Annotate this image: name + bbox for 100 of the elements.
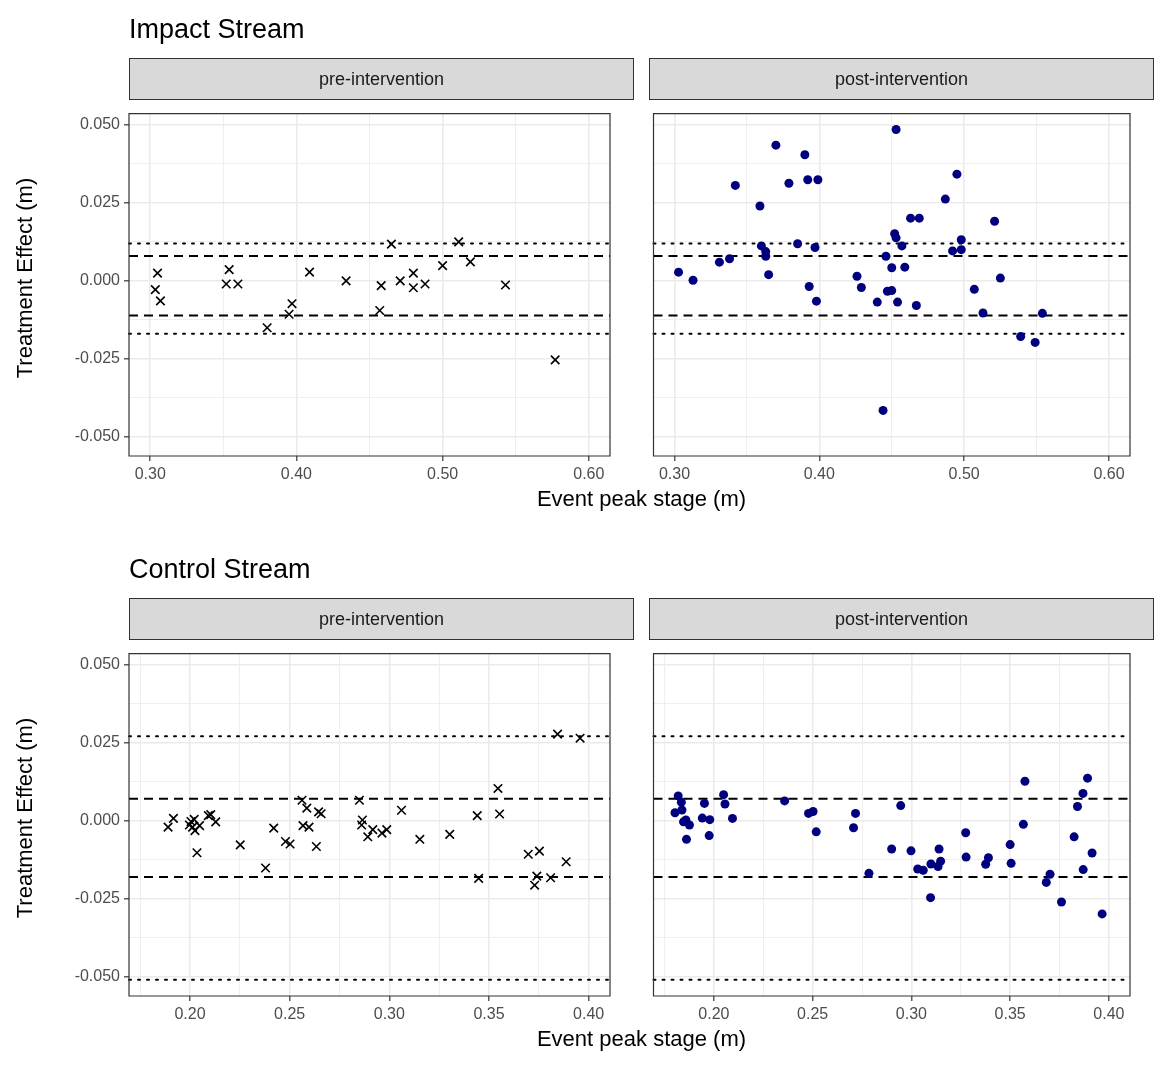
chart-subtitle: post-intervention [649, 598, 1154, 640]
point [191, 847, 203, 858]
point [764, 270, 774, 280]
point [676, 797, 686, 807]
x-tick-label: 0.40 [1093, 1005, 1125, 1023]
point [983, 853, 993, 863]
point [367, 824, 378, 835]
point [893, 297, 903, 307]
point [730, 180, 740, 190]
x-tick-label: 0.50 [427, 465, 459, 483]
point [224, 264, 235, 275]
point [813, 175, 823, 185]
point [150, 284, 161, 295]
point [408, 268, 419, 279]
point [956, 235, 966, 245]
point [414, 834, 425, 845]
x-tick-label: 0.20 [698, 1005, 730, 1023]
x-tick-label: 0.40 [803, 465, 836, 483]
point [303, 822, 315, 833]
y-tick-label: -0.050 [74, 967, 121, 985]
point [301, 803, 312, 814]
x-tick-label: 0.25 [274, 1005, 306, 1023]
point [285, 838, 296, 850]
point [357, 814, 368, 826]
point [780, 796, 790, 806]
point [887, 844, 897, 854]
point [720, 799, 730, 809]
point [444, 829, 455, 840]
point [268, 823, 279, 834]
point [940, 194, 950, 204]
point [523, 849, 534, 860]
point [396, 805, 407, 816]
point [961, 828, 971, 838]
point [1072, 802, 1082, 812]
point [681, 834, 691, 844]
point [1020, 776, 1030, 786]
point [194, 820, 205, 831]
point [545, 872, 556, 883]
point [934, 844, 944, 854]
point [408, 282, 419, 293]
y-tick-label: -0.025 [74, 349, 121, 367]
point [1037, 308, 1047, 318]
x-tick-label: 0.35 [994, 1005, 1026, 1023]
y-tick-label: 0.025 [79, 733, 121, 751]
point [453, 236, 464, 247]
point [1078, 865, 1088, 875]
point [926, 893, 936, 903]
point [674, 267, 684, 277]
point [926, 859, 936, 869]
point [1006, 858, 1016, 868]
y-tick-label: -0.050 [74, 427, 121, 445]
point [969, 284, 979, 294]
point [1083, 773, 1093, 783]
point [304, 267, 315, 278]
point [235, 839, 246, 850]
point [561, 856, 572, 867]
y-tick-label: 0.050 [79, 655, 121, 673]
point [793, 239, 803, 249]
point [856, 282, 866, 292]
point [914, 213, 924, 223]
point [677, 805, 687, 815]
point [906, 846, 916, 856]
point [990, 216, 1000, 226]
point [800, 150, 810, 160]
point [472, 810, 483, 821]
x-tick-label: 0.20 [174, 1005, 206, 1023]
point [981, 859, 991, 869]
x-tick-label: 0.60 [573, 465, 605, 483]
point [420, 278, 431, 290]
point [911, 301, 921, 311]
point [699, 798, 709, 808]
point [849, 823, 859, 833]
point [755, 201, 765, 211]
chart-title: Control Stream [129, 554, 311, 585]
point [872, 297, 882, 307]
point [864, 868, 874, 878]
point [878, 405, 888, 415]
point [1078, 788, 1088, 798]
x-tick-label: 0.30 [895, 1005, 928, 1023]
point [280, 836, 291, 847]
point [1016, 331, 1026, 341]
point [811, 296, 821, 306]
y-tick-label: 0.025 [79, 193, 121, 211]
point [210, 816, 221, 827]
x-tick-label: 0.30 [134, 465, 166, 483]
x-tick-label: 0.60 [1093, 465, 1125, 483]
point [995, 273, 1005, 283]
point [163, 822, 174, 833]
point [906, 213, 916, 223]
point [437, 260, 448, 271]
x-tick-label: 0.35 [473, 1005, 505, 1023]
point [152, 268, 163, 279]
point [896, 801, 906, 811]
point [1030, 337, 1040, 347]
point [494, 808, 505, 820]
point [784, 178, 794, 188]
point [891, 233, 901, 243]
point [232, 278, 243, 290]
point [492, 783, 504, 794]
point [900, 262, 910, 272]
